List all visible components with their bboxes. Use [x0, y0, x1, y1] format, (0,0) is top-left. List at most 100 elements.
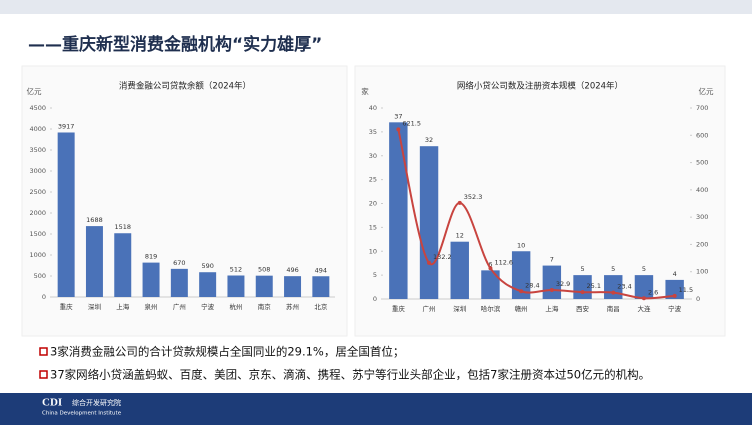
data-label: 11.5: [679, 286, 693, 294]
data-label: 1518: [114, 223, 131, 231]
data-label: 508: [258, 266, 270, 274]
y-axis-label: 家: [361, 86, 369, 96]
x-tick-label: 深圳: [453, 304, 466, 313]
bar: [312, 276, 330, 297]
data-label: 621.5: [402, 119, 421, 127]
y-tick-label: 30: [369, 152, 377, 160]
footer-name: 综合开发研究院: [72, 398, 121, 407]
data-label: 512: [230, 265, 242, 273]
data-label: 4: [673, 270, 677, 278]
x-tick-label: 上海: [116, 302, 130, 311]
y-tick-label: 1000: [29, 251, 46, 259]
data-label: 32: [425, 136, 433, 144]
line-marker: [519, 289, 524, 294]
y2-tick-label: 300: [696, 213, 708, 221]
data-label: 6: [488, 260, 492, 268]
footer-logo: CDI: [42, 397, 62, 409]
bar: [57, 132, 75, 297]
y-tick-label: 3500: [29, 146, 46, 154]
x-tick-label: 重庆: [60, 302, 74, 311]
y-tick-label: 5: [373, 271, 377, 279]
bar: [85, 226, 103, 297]
x-tick-label: 广州: [423, 304, 436, 313]
footer-band: [0, 393, 752, 425]
data-label: 23.4: [617, 283, 631, 291]
data-label: 819: [145, 253, 157, 261]
data-label: 112.6: [494, 258, 513, 266]
line-marker: [488, 266, 493, 271]
top-band: [0, 0, 752, 14]
line-marker: [457, 200, 462, 205]
y-tick-label: 35: [369, 128, 377, 136]
data-label: 28.4: [525, 281, 539, 289]
y-tick-label: 10: [369, 247, 377, 255]
bar: [511, 251, 531, 299]
footer-name-en: China Development Institute: [42, 411, 122, 417]
y-tick-label: 0: [373, 295, 377, 303]
y2-tick-label: 400: [696, 186, 708, 194]
x-tick-label: 大连: [637, 304, 651, 313]
data-label: 2.6: [648, 288, 658, 296]
line-marker: [396, 127, 401, 132]
line-marker: [611, 290, 616, 295]
line-marker: [641, 296, 646, 301]
y-tick-label: 1500: [29, 230, 46, 238]
bullet-text: 37家网络小贷涵盖蚂蚁、百度、美团、京东、滴滴、携程、苏宁等行业头部企业，包括7…: [50, 368, 650, 382]
x-tick-label: 杭州: [229, 302, 242, 311]
data-label: 37: [394, 112, 402, 120]
bullet-text: 3家消费金融公司的合计贷款规模占全国同业的29.1%，居全国首位；: [50, 345, 404, 359]
bar: [419, 146, 439, 299]
bar: [284, 276, 302, 297]
bullet-marker: [39, 370, 48, 379]
y-tick-label: 500: [34, 272, 46, 280]
x-tick-label: 哈尔滨: [481, 304, 501, 313]
line-marker: [427, 260, 432, 265]
x-tick-label: 西安: [576, 304, 590, 313]
bar: [114, 233, 132, 297]
bar: [170, 268, 188, 297]
bar: [634, 275, 654, 299]
y-tick-label: 20: [369, 200, 377, 208]
data-label: 10: [517, 241, 525, 249]
line-marker: [549, 288, 554, 293]
x-tick-label: 深圳: [88, 302, 101, 311]
y2-tick-label: 600: [696, 131, 708, 139]
bar: [665, 279, 684, 299]
x-tick-label: 苏州: [286, 302, 299, 311]
y-axis-label: 亿元: [27, 86, 42, 96]
slide-title: ——重庆新型消费金融机构“实力雄厚”: [28, 34, 322, 55]
y2-tick-label: 100: [696, 268, 708, 276]
data-label: 352.3: [464, 193, 483, 201]
x-tick-label: 南昌: [607, 304, 620, 313]
line-marker: [672, 293, 677, 298]
y-tick-label: 0: [42, 293, 46, 301]
data-label: 7: [550, 256, 554, 264]
x-tick-label: 南京: [258, 302, 272, 311]
data-label: 670: [173, 259, 185, 267]
y-tick-label: 15: [369, 223, 377, 231]
chart-title: 网络小贷公司数及注册资本规模（2024年）: [457, 81, 623, 92]
bar: [227, 275, 245, 297]
y-tick-label: 2000: [29, 209, 46, 217]
x-tick-label: 泉州: [145, 302, 158, 311]
y-tick-label: 40: [369, 104, 377, 112]
bar: [199, 272, 217, 297]
bar: [481, 270, 500, 299]
data-label: 494: [315, 266, 327, 274]
y2-axis-label: 亿元: [699, 86, 714, 96]
data-label: 32.9: [556, 280, 570, 288]
bar: [142, 262, 160, 297]
y-tick-label: 25: [369, 176, 377, 184]
x-tick-label: 重庆: [392, 304, 406, 313]
x-tick-label: 上海: [545, 304, 559, 313]
x-tick-label: 宁波: [668, 304, 682, 313]
y-tick-label: 4000: [29, 125, 46, 133]
data-label: 5: [642, 265, 646, 273]
y2-tick-label: 700: [696, 104, 708, 112]
y-tick-label: 2500: [29, 188, 46, 196]
x-tick-label: 赣州: [515, 304, 528, 313]
bar: [450, 241, 469, 299]
y2-tick-label: 0: [696, 295, 700, 303]
data-label: 590: [201, 262, 213, 270]
